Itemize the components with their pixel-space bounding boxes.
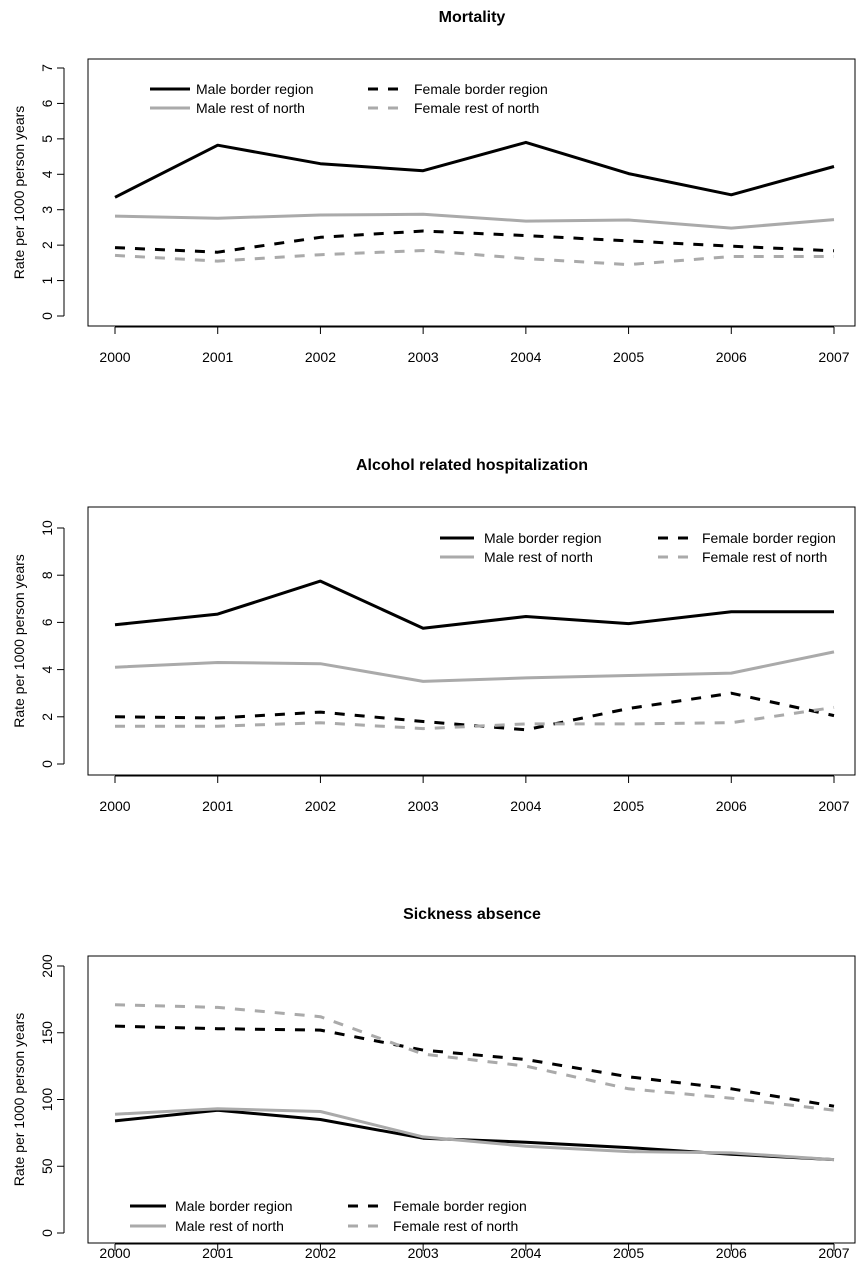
x-tick-label: 2007 xyxy=(818,349,849,365)
x-tick-label: 2005 xyxy=(613,1245,644,1261)
y-tick-label: 7 xyxy=(39,64,55,72)
legend-label: Female border region xyxy=(393,1198,527,1214)
x-tick-label: 2006 xyxy=(716,349,747,365)
y-tick-label: 6 xyxy=(39,618,55,626)
y-tick-label: 0 xyxy=(39,312,55,320)
x-tick-label: 2006 xyxy=(716,1245,747,1261)
x-tick-label: 2002 xyxy=(305,349,336,365)
chart-panel-2: Alcohol related hospitalization 0 2 4 6 8 10 Ra… xyxy=(11,457,856,814)
y-axis-label: Rate per 1000 person years xyxy=(11,106,27,280)
legend-label: Female rest of north xyxy=(702,549,827,565)
y-axis-label: Rate per 1000 person years xyxy=(11,554,27,728)
y-tick-label: 4 xyxy=(39,665,55,673)
legend-label: Male border region xyxy=(196,81,314,97)
legend-label: Male rest of north xyxy=(196,100,305,116)
y-tick-label: 150 xyxy=(39,1021,55,1045)
y-tick-label: 10 xyxy=(39,520,55,536)
x-tick-label: 2004 xyxy=(510,349,541,365)
legend: Male border region Male rest of north Fema… xyxy=(130,1198,527,1234)
legend: Male border region Male rest of north Fema… xyxy=(440,530,836,565)
y-tick-label: 6 xyxy=(39,99,55,107)
x-tick-label: 2003 xyxy=(408,1245,439,1261)
x-tick-label: 2003 xyxy=(408,349,439,365)
y-tick-label: 0 xyxy=(39,1229,55,1237)
y-tick-label: 2 xyxy=(39,241,55,249)
x-axis xyxy=(114,775,835,783)
legend-label: Male rest of north xyxy=(484,549,593,565)
y-tick-label: 3 xyxy=(39,206,55,214)
plot-frame xyxy=(87,506,856,776)
y-axis-label: Rate per 1000 person years xyxy=(11,1013,27,1187)
series-line-1 xyxy=(114,140,835,199)
plot-frame xyxy=(87,58,856,327)
legend-label: Female border region xyxy=(414,81,548,97)
x-tick-label: 2005 xyxy=(613,349,644,365)
chart-panel-3: Sickness absence 0 50 100 150 200 Rate per 100… xyxy=(11,906,856,1261)
x-tick-label: 2004 xyxy=(510,1245,541,1261)
series-line-4 xyxy=(114,1003,835,1112)
y-tick-label: 1 xyxy=(39,276,55,284)
legend-label: Male rest of north xyxy=(175,1218,284,1234)
series-line-2 xyxy=(114,650,835,683)
x-tick-label: 2000 xyxy=(99,349,130,365)
legend-label: Female border region xyxy=(702,530,836,546)
plot-frame xyxy=(87,955,856,1244)
x-tick-label: 2001 xyxy=(202,798,233,814)
y-tick-label: 50 xyxy=(39,1158,55,1174)
series-line-4 xyxy=(114,249,834,267)
x-tick-label: 2000 xyxy=(99,798,130,814)
legend-label: Male border region xyxy=(484,530,602,546)
x-tick-label: 2007 xyxy=(818,1245,849,1261)
y-tick-label: 5 xyxy=(39,135,55,143)
x-tick-label: 2003 xyxy=(408,798,439,814)
x-axis xyxy=(114,1243,835,1251)
legend-label: Male border region xyxy=(175,1198,293,1214)
x-tick-label: 2002 xyxy=(305,1245,336,1261)
series-line-1 xyxy=(114,579,834,630)
y-tick-label: 200 xyxy=(39,954,55,978)
x-tick-label: 2005 xyxy=(613,798,644,814)
y-tick-label: 0 xyxy=(39,760,55,768)
series-line-3 xyxy=(114,229,835,254)
chart-title: Alcohol related hospitalization xyxy=(356,457,588,474)
series-line-3 xyxy=(114,691,835,732)
legend: Male border region Male rest of north Fema… xyxy=(150,81,548,116)
legend-label: Female rest of north xyxy=(414,100,539,116)
x-tick-label: 2000 xyxy=(99,1245,130,1261)
y-axis: 0 2 4 6 8 10 Rate per 1000 person years xyxy=(11,520,65,768)
legend-label: Female rest of north xyxy=(393,1218,518,1234)
x-tick-label: 2006 xyxy=(716,798,747,814)
series-line-2 xyxy=(114,1107,835,1162)
x-tick-label: 2002 xyxy=(305,798,336,814)
series-line-3 xyxy=(114,1024,835,1108)
x-axis xyxy=(114,326,835,334)
chart-title: Mortality xyxy=(439,9,506,26)
y-tick-label: 4 xyxy=(39,170,55,178)
chart-panel-1: Mortality 0 1 2 3 4 5 6 7 Rate per 1000 person ye… xyxy=(11,9,856,365)
y-tick-label: 8 xyxy=(39,571,55,579)
y-axis: 0 50 100 150 200 Rate per 1000 person years xyxy=(11,954,65,1237)
y-tick-label: 100 xyxy=(39,1088,55,1112)
y-axis: 0 1 2 3 4 5 6 7 Rate per 1000 person years xyxy=(11,64,65,320)
x-tick-label: 2001 xyxy=(202,1245,233,1261)
x-tick-label: 2007 xyxy=(818,798,849,814)
chart-title: Sickness absence xyxy=(403,906,541,923)
y-tick-label: 2 xyxy=(39,713,55,721)
x-tick-label: 2004 xyxy=(510,798,541,814)
x-tick-label: 2001 xyxy=(202,349,233,365)
series-line-2 xyxy=(114,212,835,230)
